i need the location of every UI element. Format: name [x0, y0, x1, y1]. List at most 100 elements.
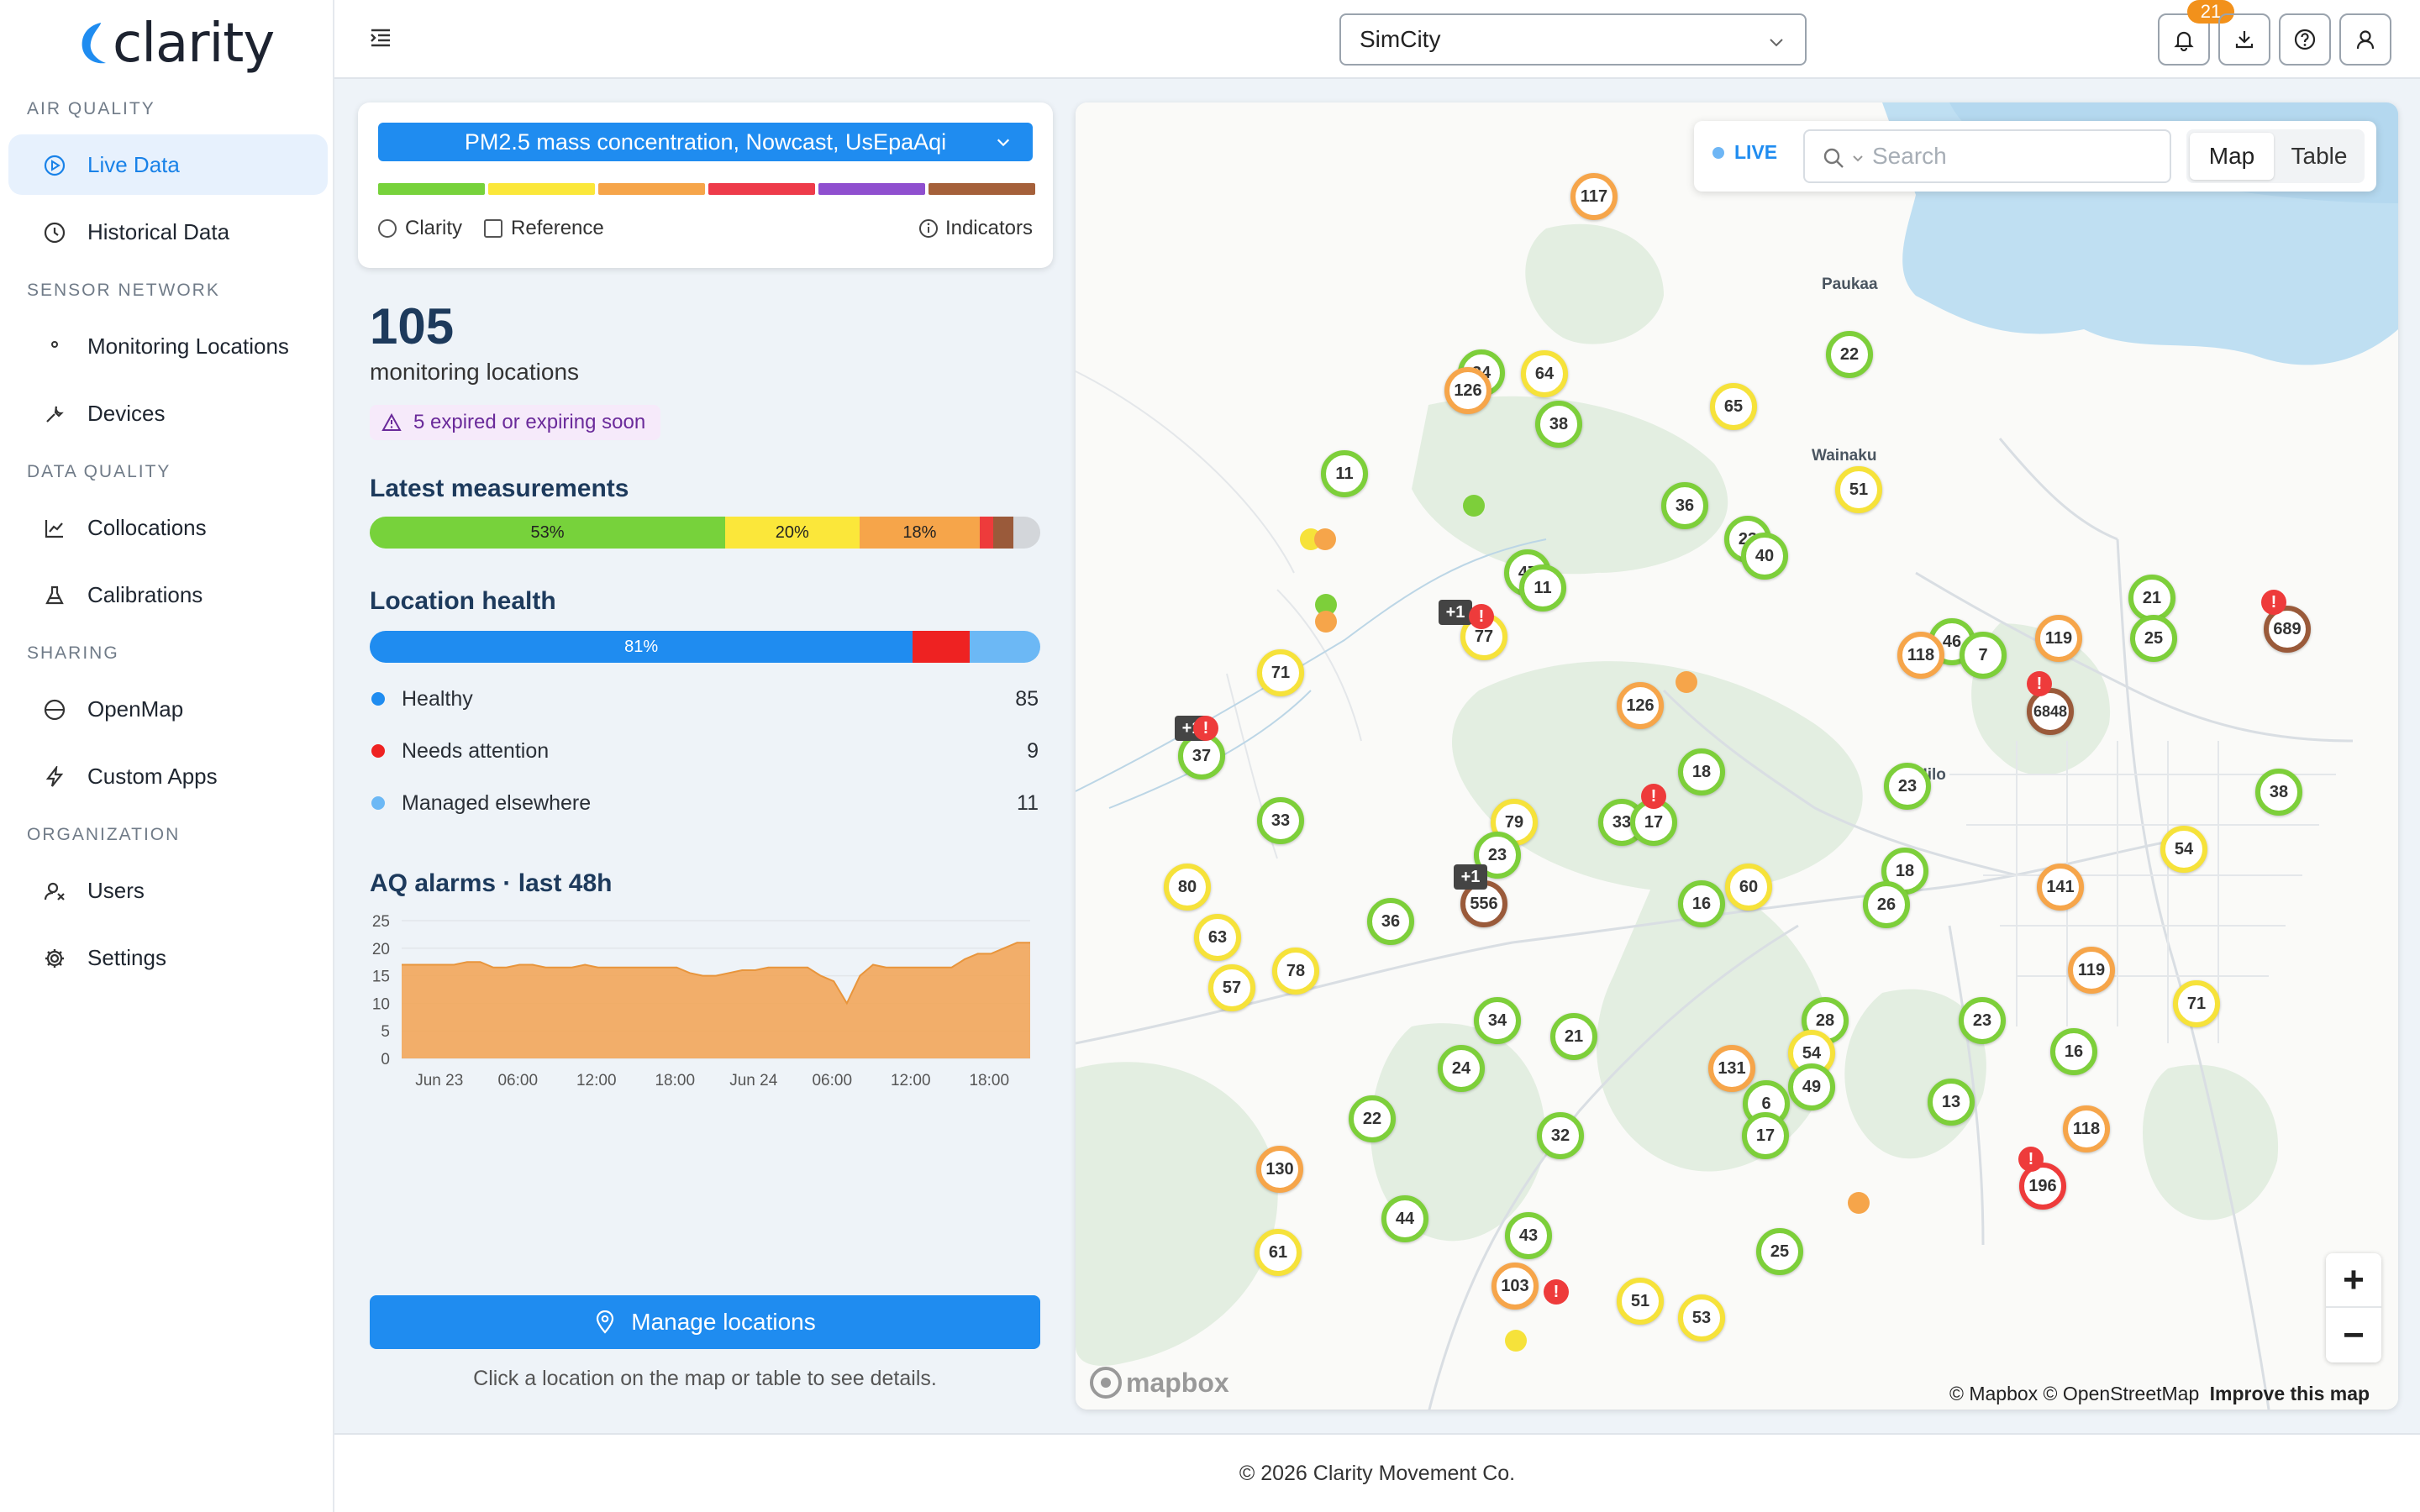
- sidebar-item-openmap[interactable]: OpenMap: [8, 679, 328, 739]
- map-location-marker[interactable]: 60: [1725, 864, 1772, 911]
- map-location-marker[interactable]: 51: [1617, 1278, 1664, 1325]
- latest-segment[interactable]: 18%: [859, 517, 981, 549]
- reference-checkbox[interactable]: [484, 219, 503, 238]
- map-location-marker[interactable]: 63: [1194, 914, 1241, 961]
- health-legend-row[interactable]: Managed elsewhere 11: [370, 786, 1040, 820]
- map-location-marker[interactable]: 71: [1257, 649, 1304, 696]
- clarity-radio[interactable]: [378, 219, 397, 238]
- map-small-marker[interactable]: [1314, 528, 1336, 550]
- sidebar-item-custom-apps[interactable]: Custom Apps: [8, 746, 328, 806]
- map-cluster-badge[interactable]: +1: [1439, 600, 1472, 625]
- map-location-marker[interactable]: 40: [1741, 533, 1788, 580]
- map-location-marker[interactable]: 25: [2130, 615, 2177, 662]
- clarity-logo[interactable]: clarity: [76, 10, 275, 77]
- map-location-marker[interactable]: 53: [1678, 1294, 1725, 1341]
- map-location-marker[interactable]: 119: [2035, 615, 2082, 662]
- map-location-marker[interactable]: 34: [1474, 997, 1521, 1044]
- map-location-marker[interactable]: 61: [1255, 1229, 1302, 1276]
- health-segment[interactable]: [913, 631, 971, 663]
- map-view-tab[interactable]: Map: [2190, 133, 2274, 180]
- sidebar-item-live-data[interactable]: Live Data: [8, 134, 328, 195]
- map-small-marker[interactable]: [1463, 495, 1485, 517]
- map-location-marker[interactable]: 54: [2160, 826, 2207, 873]
- map-location-marker[interactable]: 131: [1708, 1045, 1755, 1092]
- map-location-marker[interactable]: 80: [1164, 864, 1211, 911]
- map-location-marker[interactable]: 24: [1438, 1045, 1485, 1092]
- map-location-marker[interactable]: 141: [2037, 864, 2084, 911]
- map-location-marker[interactable]: 33: [1257, 797, 1304, 844]
- map-location-marker[interactable]: 78: [1272, 948, 1319, 995]
- map-location-marker[interactable]: 130: [1256, 1146, 1303, 1193]
- map-small-marker[interactable]: [1315, 611, 1337, 633]
- sidebar-item-devices[interactable]: Devices: [8, 383, 328, 444]
- sidebar-item-users[interactable]: Users: [8, 860, 328, 921]
- live-indicator[interactable]: LIVE: [1712, 141, 1777, 164]
- map-location-marker[interactable]: 16: [2050, 1028, 2097, 1075]
- alert-icon[interactable]: !: [1641, 784, 1666, 809]
- map-small-marker[interactable]: [1676, 671, 1697, 693]
- map-location-marker[interactable]: 57: [1208, 964, 1255, 1011]
- organization-select[interactable]: SimCity: [1339, 13, 1807, 66]
- sidebar-item-settings[interactable]: Settings: [8, 927, 328, 988]
- map-location-marker[interactable]: 17: [1630, 799, 1677, 846]
- expiring-warning-badge[interactable]: 5 expired or expiring soon: [370, 405, 661, 440]
- map-location-marker[interactable]: 17: [1742, 1112, 1789, 1159]
- map-location-marker[interactable]: 36: [1367, 898, 1414, 945]
- mapbox-logo[interactable]: mapbox: [1089, 1366, 1229, 1399]
- latest-segment[interactable]: 53%: [370, 517, 725, 549]
- map-location-marker[interactable]: 22: [1826, 331, 1873, 378]
- latest-segment[interactable]: [980, 517, 994, 549]
- help-button[interactable]: [2279, 13, 2331, 66]
- map-small-marker[interactable]: [1505, 1330, 1527, 1352]
- map-location-marker[interactable]: 51: [1835, 466, 1882, 513]
- map-location-marker[interactable]: 118: [1897, 632, 1944, 679]
- map-location-marker[interactable]: 64: [1521, 350, 1568, 397]
- map-location-marker[interactable]: 65: [1710, 383, 1757, 430]
- health-segment[interactable]: [970, 631, 1040, 663]
- map-location-marker[interactable]: 49: [1788, 1063, 1835, 1110]
- improve-map-link[interactable]: Improve this map: [2209, 1383, 2370, 1404]
- alert-icon[interactable]: !: [1544, 1279, 1569, 1305]
- map-location-marker[interactable]: 118: [2063, 1105, 2110, 1152]
- alert-icon[interactable]: !: [1469, 604, 1494, 629]
- latest-segment[interactable]: [1013, 517, 1040, 549]
- map-location-marker[interactable]: 23: [1959, 997, 2006, 1044]
- download-button[interactable]: [2218, 13, 2270, 66]
- map-location-marker[interactable]: 38: [1535, 401, 1582, 448]
- health-legend-row[interactable]: Healthy 85: [370, 682, 1040, 716]
- health-legend-row[interactable]: Needs attention 9: [370, 734, 1040, 768]
- map-location-marker[interactable]: 18: [1678, 748, 1725, 795]
- map-location-marker[interactable]: 117: [1570, 173, 1618, 220]
- map-location-marker[interactable]: 6848: [2027, 688, 2074, 735]
- indicators-toggle[interactable]: Indicators: [918, 217, 1033, 240]
- map-location-marker[interactable]: 25: [1756, 1228, 1803, 1275]
- map-location-marker[interactable]: 26: [1863, 881, 1910, 928]
- alert-icon[interactable]: !: [2261, 590, 2286, 615]
- map-location-marker[interactable]: 21: [2128, 575, 2175, 622]
- map-location-marker[interactable]: 103: [1491, 1263, 1539, 1310]
- map-location-marker[interactable]: 38: [2255, 769, 2302, 816]
- map-location-marker[interactable]: 44: [1381, 1195, 1428, 1242]
- map-location-marker[interactable]: 11: [1321, 450, 1368, 497]
- latest-segment[interactable]: 20%: [724, 517, 860, 549]
- map-location-marker[interactable]: 23: [1884, 763, 1931, 810]
- account-button[interactable]: [2339, 13, 2391, 66]
- manage-locations-button[interactable]: Manage locations: [370, 1295, 1040, 1349]
- map-location-marker[interactable]: 119: [2068, 947, 2115, 994]
- map-location-marker[interactable]: 126: [1617, 682, 1664, 729]
- health-segment[interactable]: 81%: [370, 631, 913, 663]
- map-location-marker[interactable]: 71: [2173, 980, 2220, 1027]
- map-location-marker[interactable]: 32: [1537, 1112, 1584, 1159]
- sidebar-item-calibrations[interactable]: Calibrations: [8, 564, 328, 625]
- alert-icon[interactable]: !: [2018, 1147, 2044, 1172]
- map-location-marker[interactable]: 7: [1960, 632, 2007, 679]
- sidebar-item-collocations[interactable]: Collocations: [8, 497, 328, 558]
- alert-icon[interactable]: !: [2027, 671, 2052, 696]
- table-view-tab[interactable]: Table: [2291, 143, 2348, 169]
- alert-icon[interactable]: !: [1193, 716, 1218, 741]
- map-location-marker[interactable]: 22: [1349, 1095, 1396, 1142]
- attribution-text[interactable]: © Mapbox © OpenStreetMap: [1949, 1383, 2200, 1404]
- map-location-marker[interactable]: 43: [1505, 1212, 1552, 1259]
- search-input[interactable]: Search: [1803, 129, 2171, 183]
